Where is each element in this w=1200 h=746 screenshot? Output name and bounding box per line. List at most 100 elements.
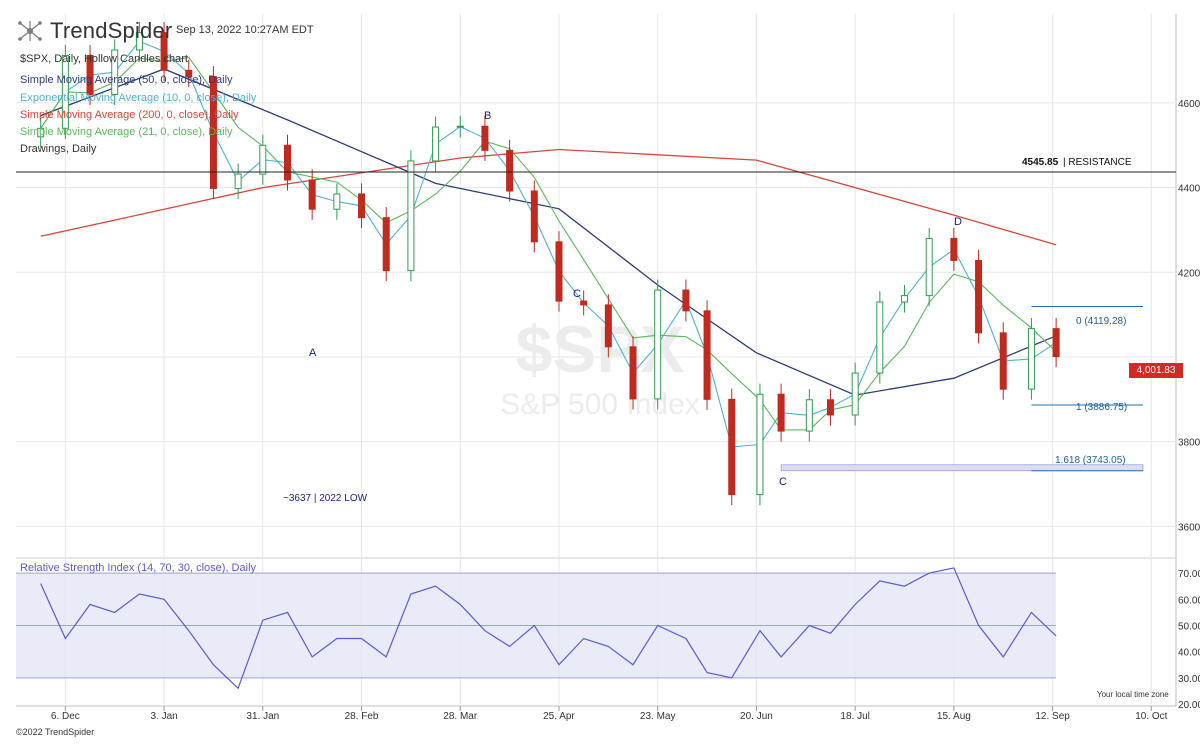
candle-body [777, 393, 785, 432]
candle-body [481, 125, 489, 151]
legend-ema-10[interactable]: Exponential Moving Average (10, 0, close… [20, 92, 257, 104]
candle-body [506, 149, 514, 192]
candle-body [259, 144, 267, 175]
candle-body [555, 241, 563, 302]
x-tick-label: 28. Mar [443, 711, 478, 722]
candle-body [826, 399, 834, 416]
x-tick-label: 10. Oct [1135, 711, 1167, 722]
legend-sma-50[interactable]: Simple Moving Average (50, 0, close), Da… [20, 74, 233, 86]
resistance-label: | RESISTANCE [1063, 157, 1132, 168]
legend-sma-21[interactable]: Simple Moving Average (21, 0, close), Da… [20, 126, 233, 138]
fib-1618-zone [780, 464, 1144, 472]
candle-body [975, 259, 983, 334]
brand-name: TrendSpider [50, 18, 173, 43]
candle-body [901, 295, 909, 303]
fib-1-label: 1 (3886.75) [1076, 402, 1127, 413]
candle-body [654, 289, 662, 400]
candle-body [61, 54, 69, 129]
y-tick-label: 4600.00 [1178, 99, 1200, 110]
candle-body [283, 144, 291, 181]
ema-10-line [40, 40, 1057, 448]
y-tick-label: 4200.00 [1178, 268, 1200, 279]
axis-labels: 6. Dec 3. Jan 31. Jan 28. Feb 28. Mar 25. Apr… [51, 99, 1200, 722]
candle-body [530, 190, 538, 243]
copyright: ©2022 TrendSpider [16, 727, 95, 737]
x-tick-label: 3. Jan [150, 711, 177, 722]
watermark-name: S&P 500 Index [500, 388, 700, 421]
candle-body [1052, 328, 1060, 358]
rsi-polyline [40, 567, 1057, 690]
candle-body [86, 54, 94, 95]
candle-body [682, 289, 690, 312]
rsi-tick-label: 30.00 [1178, 674, 1200, 685]
candle-body [1027, 328, 1035, 390]
candle-body [925, 237, 933, 297]
x-tick-label: 23. May [640, 711, 676, 722]
wave-label-d: D [954, 216, 962, 228]
candle-body [407, 160, 415, 272]
x-tick-label: 28. Feb [345, 711, 379, 722]
legend-sma-200[interactable]: Simple Moving Average (200, 0, close), D… [20, 109, 239, 121]
candle-body [703, 310, 711, 400]
rsi-tick-label: 20.00 [1178, 700, 1200, 711]
candle-body [950, 237, 958, 261]
candle-body [209, 76, 217, 189]
wave-label-b: B [484, 110, 491, 122]
candle-body [185, 69, 193, 78]
chart-title: $SPX, Daily, Hollow Candles chart [20, 53, 188, 65]
sma-50-line [40, 68, 1057, 396]
y-tick-label: 3800.00 [1178, 438, 1200, 449]
sma-21-line [40, 56, 1057, 431]
wave-label-c-second: C [779, 476, 787, 488]
chart-timestamp: Sep 13, 2022 10:27AM EDT [176, 24, 314, 36]
x-tick-label: 25. Apr [543, 711, 575, 722]
candle-body [234, 173, 242, 189]
candle-body [358, 193, 366, 219]
x-tick-label: 31. Jan [246, 711, 279, 722]
candle-body [756, 393, 764, 496]
candle-body [37, 127, 45, 138]
local-time-note: Your local time zone [1097, 690, 1169, 699]
candle-body [333, 193, 341, 210]
fib-1618-label: 1.618 (3743.05) [1055, 455, 1126, 466]
y-tick-label: 3600.00 [1178, 522, 1200, 533]
rsi-line [40, 567, 1057, 690]
rsi-tick-label: 40.00 [1178, 648, 1200, 659]
candle-body [432, 126, 440, 162]
rsi-title[interactable]: Relative Strength Index (14, 70, 30, clo… [20, 562, 257, 574]
candle-body [580, 300, 588, 306]
x-tick-label: 18. Jul [840, 711, 869, 722]
y-tick-label: 4400.00 [1178, 184, 1200, 195]
candle-body [160, 32, 168, 71]
brand-logo[interactable]: TrendSpider [16, 18, 172, 44]
candle-body [111, 49, 119, 95]
moving-averages [40, 40, 1057, 448]
candle-body [629, 346, 637, 400]
candle-body [456, 125, 464, 128]
rsi-tick-label: 50.00 [1178, 621, 1200, 632]
rsi-band [16, 572, 1056, 679]
candle-body [308, 179, 316, 210]
x-tick-label: 20. Jun [740, 711, 773, 722]
candle-body [382, 217, 390, 272]
candle-body [604, 304, 612, 348]
candle-body [999, 332, 1007, 390]
rsi-tick-label: 60.00 [1178, 595, 1200, 606]
candle-body [876, 301, 884, 374]
sma-200-line [40, 148, 1057, 246]
last-price-badge: 4,001.83 [1129, 363, 1183, 378]
x-tick-label: 12. Sep [1035, 711, 1070, 722]
wave-label-a: A [309, 347, 317, 359]
x-tick-label: 15. Aug [937, 711, 971, 722]
fib-0-label: 0 (4119.28) [1076, 316, 1126, 327]
candle-body [805, 399, 813, 432]
resistance-value: 4545.85 [1022, 157, 1059, 168]
x-tick-label: 6. Dec [51, 711, 80, 722]
year-low-note: ~3637 | 2022 LOW [283, 493, 368, 504]
candle-body [851, 372, 859, 416]
candles [37, 22, 1060, 506]
trendspider-logo-icon [18, 21, 42, 41]
fib-levels [780, 305, 1144, 472]
legend-drawings[interactable]: Drawings, Daily [20, 143, 97, 155]
